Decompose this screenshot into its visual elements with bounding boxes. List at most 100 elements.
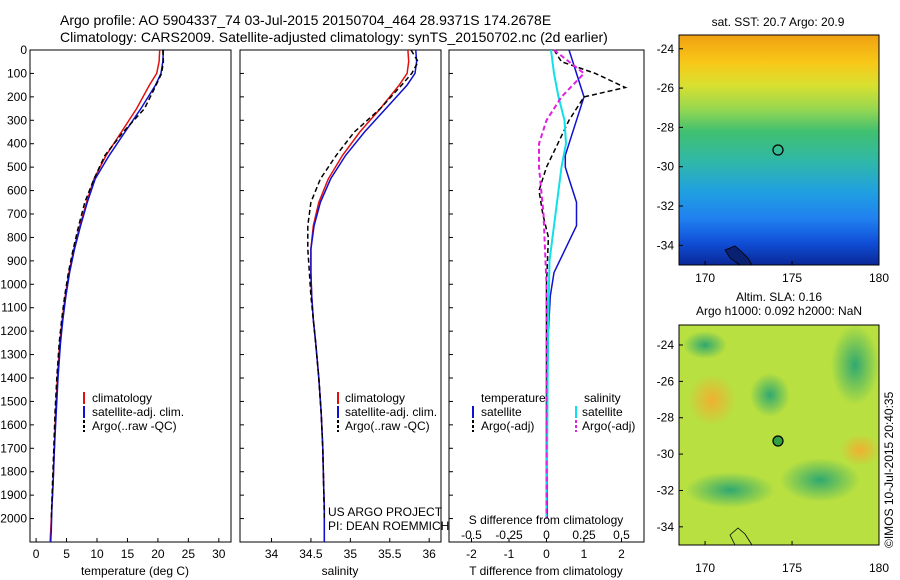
x-tick-label: 20	[151, 547, 165, 561]
lat-tick-label: -28	[657, 411, 675, 425]
argo-location-marker	[772, 144, 784, 156]
salinity-axes	[239, 49, 442, 543]
x-tick-label: 30	[212, 547, 226, 561]
legend-label-argo: Argo(..raw -QC)	[345, 419, 430, 433]
project-note: US ARGO PROJECT	[328, 505, 443, 519]
depth-tick-label: 600	[7, 184, 27, 198]
lat-tick-label: -30	[657, 160, 675, 174]
legend-label-s-satellite: satellite	[582, 405, 623, 419]
lat-tick-label: -28	[657, 120, 675, 134]
x-tick-label: -1	[504, 547, 515, 561]
sla-title-2: Argo h1000: 0.092 h2000: NaN	[696, 304, 862, 318]
depth-tick-label: 1500	[0, 394, 27, 408]
depth-tick-label: 1400	[0, 371, 27, 385]
lon-tick-label: 180	[869, 271, 889, 285]
sla-low-patch	[683, 331, 727, 359]
depth-tick-label: 1300	[0, 348, 27, 362]
sla-lon-tick-group: 170 175 180	[695, 541, 889, 575]
imos-watermark: ©IMOS 10-Jul-2015 20:40:35	[882, 391, 896, 548]
pi-note: PI: DEAN ROEMMICH	[328, 519, 449, 533]
sst-title: sat. SST: 20.7 Argo: 20.9	[712, 15, 845, 29]
salinity-diff-xtick-group: -0.5 -0.25 0 0.25 0.5	[461, 528, 630, 542]
x-tick-label: -2	[466, 547, 477, 561]
sla-low-patch	[750, 373, 790, 417]
salinity-xtick-group: 34 34.5 35 35.5 36	[265, 538, 436, 561]
sla-low-patch	[831, 325, 879, 405]
series-line-climatology	[310, 49, 410, 542]
x-tick-label: 34	[265, 547, 279, 561]
x-tick-label: 15	[121, 547, 135, 561]
s-diff-tick-label: 0.25	[572, 528, 596, 542]
depth-tick-label: 800	[7, 230, 27, 244]
sla-map-frame	[678, 324, 880, 546]
coastline-shape	[729, 527, 753, 546]
depth-tick-label: 1700	[0, 441, 27, 455]
x-tick-label: 25	[182, 547, 196, 561]
series-line-argo-raw-qc	[307, 49, 419, 519]
lat-tick-label: -30	[657, 447, 675, 461]
sla-lat-tick-group: -24 -26 -28 -30 -32 -34	[657, 338, 683, 534]
sst-lon-tick-group: 170 175 180	[695, 261, 889, 285]
x-tick-label: 1	[581, 547, 588, 561]
lon-tick-label: 175	[782, 561, 802, 575]
difference-xlabel: T difference from climatology	[469, 564, 623, 578]
series-line-argo-adj-salinity	[538, 49, 586, 519]
depth-tick-group: 0 100 200 300 400 500 600 700 800 900 1000 1100 1200…	[0, 43, 453, 526]
sla-map	[678, 324, 880, 546]
legend-label-climatology: climatology	[345, 391, 405, 405]
lat-tick-label: -26	[657, 81, 675, 95]
depth-tick-label: 500	[7, 160, 27, 174]
temperature-legend: climatology satellite-adj. clim. Argo(..…	[83, 391, 184, 433]
depth-tick-label: 700	[7, 207, 27, 221]
lat-tick-label: -24	[657, 338, 675, 352]
x-tick-label: 5	[63, 547, 70, 561]
x-tick-label: 34.5	[299, 547, 323, 561]
lat-tick-label: -32	[657, 483, 675, 497]
series-line-satellite-salinity	[545, 49, 568, 519]
difference-xtick-group: -2 -1 0 1 2	[466, 538, 625, 561]
lat-tick-label: -34	[657, 238, 675, 252]
depth-tick-label: 1000	[0, 277, 27, 291]
sst-lat-tick-group: -24 -26 -28 -30 -32 -34	[657, 42, 683, 252]
lon-tick-label: 180	[869, 561, 889, 575]
depth-tick-label: 200	[7, 90, 27, 104]
depth-tick-label: 2000	[0, 512, 27, 526]
legend-label-climatology: climatology	[92, 391, 152, 405]
argo-location-marker	[772, 435, 784, 447]
series-line-satellite	[546, 49, 585, 519]
legend-label-t-argo: Argo(-adj)	[481, 419, 534, 433]
depth-tick-label: 300	[7, 113, 27, 127]
depth-tick-label: 0	[20, 43, 27, 57]
legend-label-satellite: satellite-adj. clim.	[92, 405, 184, 419]
x-tick-label: 0	[543, 547, 550, 561]
lat-tick-label: -32	[657, 199, 675, 213]
sst-map	[678, 34, 880, 266]
lon-tick-label: 170	[695, 271, 715, 285]
difference-legend: temperature salinity satellite Argo(-adj…	[472, 391, 635, 433]
sla-high-patch	[688, 374, 736, 426]
sst-map-frame	[678, 34, 880, 266]
lat-tick-label: -34	[657, 520, 675, 534]
lon-tick-label: 175	[782, 271, 802, 285]
difference-series-group	[538, 49, 628, 519]
lat-tick-label: -24	[657, 42, 675, 56]
header-line-2: Climatology: CARS2009. Satellite-adjuste…	[60, 29, 608, 45]
sst-field	[679, 35, 879, 265]
legend-label-t-satellite: satellite	[481, 405, 522, 419]
temperature-xtick-group: 0 5 10 15 20 25 30	[33, 538, 226, 561]
series-line-argo-adj	[538, 49, 628, 519]
temperature-xlabel: temperature (deg C)	[81, 564, 189, 578]
x-tick-label: 35	[344, 547, 358, 561]
depth-tick-label: 1800	[0, 465, 27, 479]
x-tick-label: 2	[618, 547, 625, 561]
salinity-legend: climatology satellite-adj. clim. Argo(..…	[337, 391, 437, 433]
legend-title-salinity: salinity	[584, 391, 621, 405]
sla-low-patch	[685, 472, 775, 508]
legend-label-satellite: satellite-adj. clim.	[345, 405, 437, 419]
depth-tick-label: 1200	[0, 324, 27, 338]
lat-tick-label: -26	[657, 374, 675, 388]
salinity-xlabel: salinity	[322, 564, 359, 578]
depth-tick-label: 100	[7, 66, 27, 80]
s-diff-tick-label: 0.5	[613, 528, 630, 542]
